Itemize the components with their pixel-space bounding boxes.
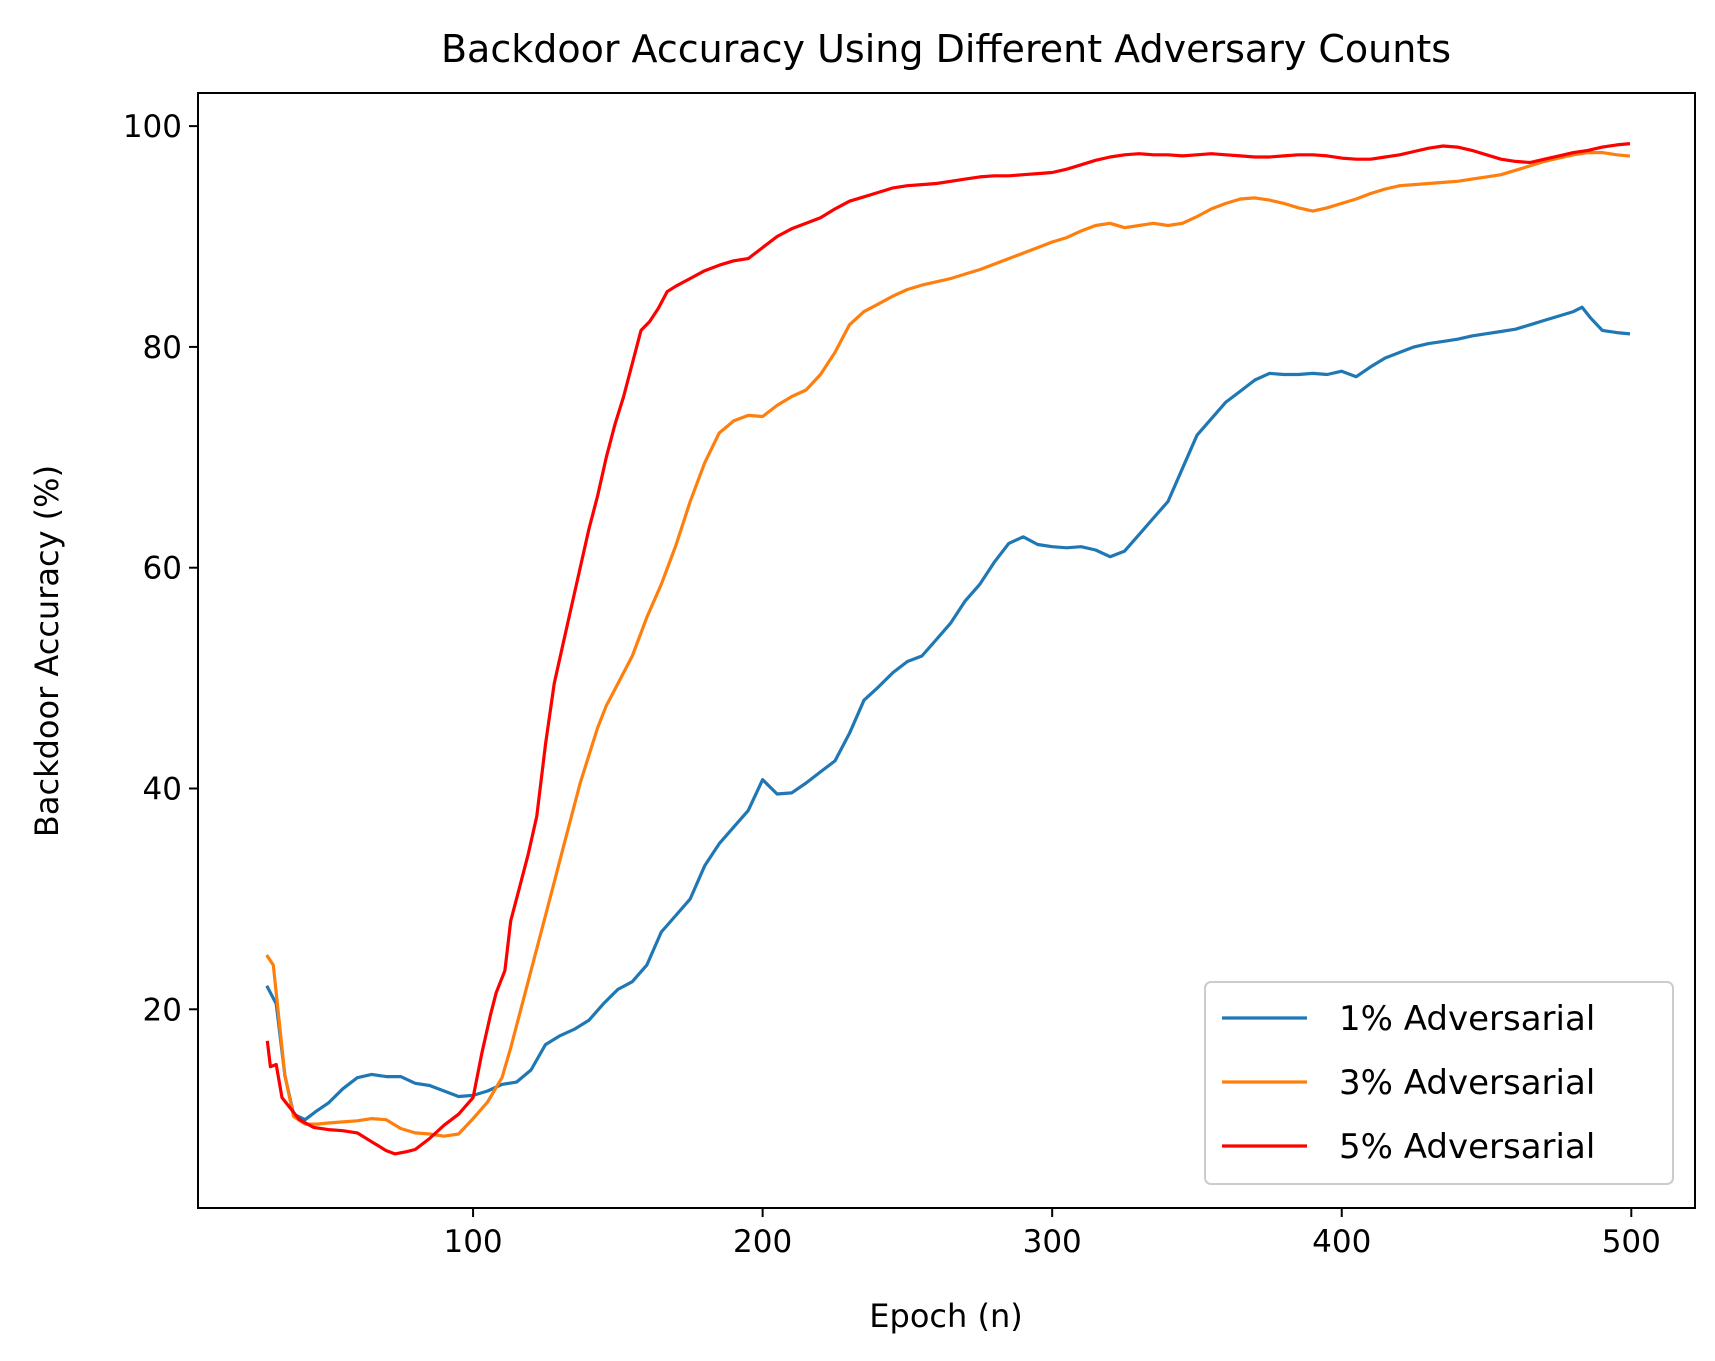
axis-ticks: 100 200 300 400 500 20 40 60 80 100 <box>123 109 1661 1260</box>
y-tick-label: 60 <box>143 551 182 587</box>
x-tick-label: 200 <box>733 1224 792 1260</box>
legend-label-5-percent-adversarial: 5% Adversarial <box>1339 1127 1595 1167</box>
series-lines <box>265 142 1631 1156</box>
legend-label-1-percent-adversarial: 1% Adversarial <box>1339 999 1595 1039</box>
series-line-3-percent-adversarial <box>265 151 1631 1138</box>
y-tick-label: 100 <box>123 109 182 145</box>
legend: 1% Adversarial 3% Adversarial 5% Adversari… <box>1204 981 1674 1185</box>
plot-area-frame <box>197 92 1696 1209</box>
y-tick-label: 40 <box>143 771 182 807</box>
chart-title: Backdoor Accuracy Using Different Advers… <box>441 27 1451 71</box>
series-line-1-percent-adversarial <box>265 305 1631 1122</box>
x-tick-label: 100 <box>443 1224 502 1260</box>
y-tick-label: 80 <box>143 330 182 366</box>
x-axis-label: Epoch (n) <box>869 1297 1022 1335</box>
legend-label-3-percent-adversarial: 3% Adversarial <box>1339 1063 1595 1103</box>
legend-frame <box>1204 981 1674 1185</box>
x-tick-label: 500 <box>1602 1224 1661 1260</box>
series-line-5-percent-adversarial <box>265 142 1631 1156</box>
y-tick-label: 20 <box>143 992 182 1028</box>
y-axis-label: Backdoor Accuracy (%) <box>28 465 66 837</box>
x-tick-label: 300 <box>1023 1224 1082 1260</box>
x-tick-label: 400 <box>1312 1224 1371 1260</box>
